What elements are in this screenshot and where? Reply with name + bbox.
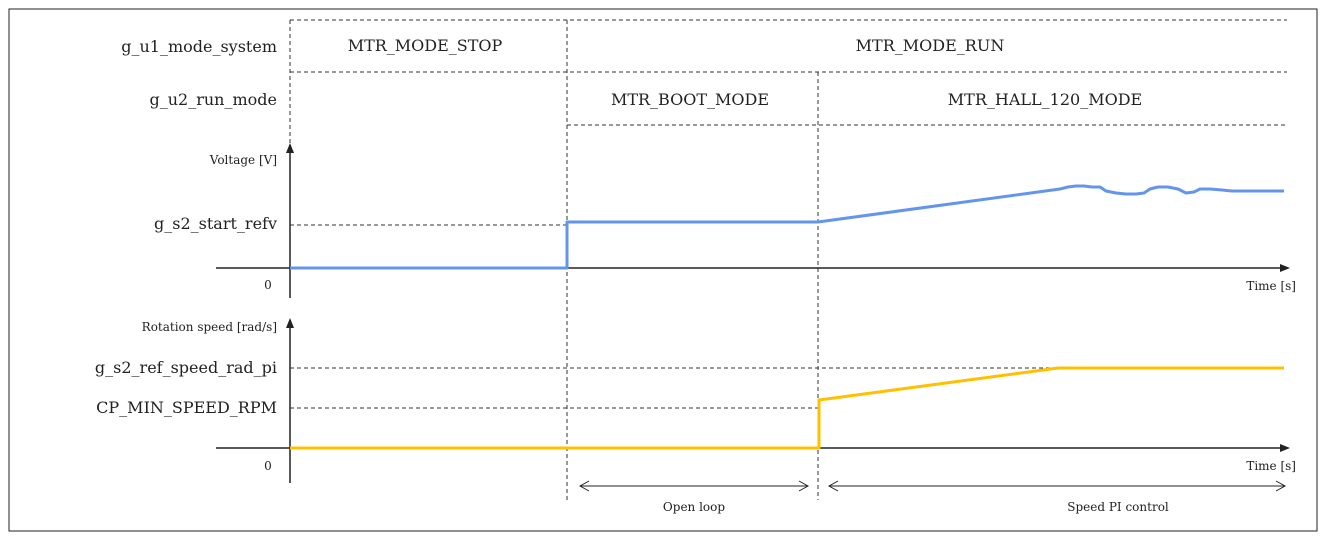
min-speed-label: CP_MIN_SPEED_RPM: [96, 398, 277, 417]
open-loop-label: Open loop: [663, 500, 725, 514]
mode-system-label: g_u1_mode_system: [121, 37, 277, 56]
state-stop: MTR_MODE_STOP: [348, 36, 503, 55]
open-loop-left-arrowhead: [578, 480, 590, 492]
diagram-frame: [8, 8, 1318, 532]
voltage-x-label: Time [s]: [1246, 279, 1296, 293]
speed-y-label: Rotation speed [rad/s]: [142, 320, 277, 334]
speed-trace: [290, 366, 1284, 450]
start-refv-label: g_s2_start_refv: [154, 214, 277, 233]
state-hall: MTR_HALL_120_MODE: [948, 90, 1142, 109]
voltage-x-arrowhead: [1280, 264, 1290, 272]
speed-y-arrowhead: [286, 318, 294, 328]
run-mode-label: g_u2_run_mode: [150, 90, 278, 109]
voltage-y-label: Voltage [V]: [209, 153, 277, 167]
speed-zero-label: 0: [264, 459, 272, 473]
state-boot: MTR_BOOT_MODE: [611, 90, 769, 109]
open-loop-right-arrowhead: [798, 480, 810, 492]
state-run: MTR_MODE_RUN: [856, 36, 1005, 55]
voltage-zero-label: 0: [264, 278, 272, 292]
speed-pi-label: Speed PI control: [1067, 500, 1169, 514]
speed-pi-left-arrowhead: [827, 480, 839, 492]
speed-pi-right-arrowhead: [1275, 480, 1287, 492]
speed-x-label: Time [s]: [1246, 459, 1296, 473]
speed-x-arrowhead: [1280, 444, 1290, 452]
voltage-trace: [290, 184, 1284, 270]
voltage-y-arrowhead: [286, 143, 294, 153]
ref-speed-label: g_s2_ref_speed_rad_pi: [95, 358, 277, 377]
